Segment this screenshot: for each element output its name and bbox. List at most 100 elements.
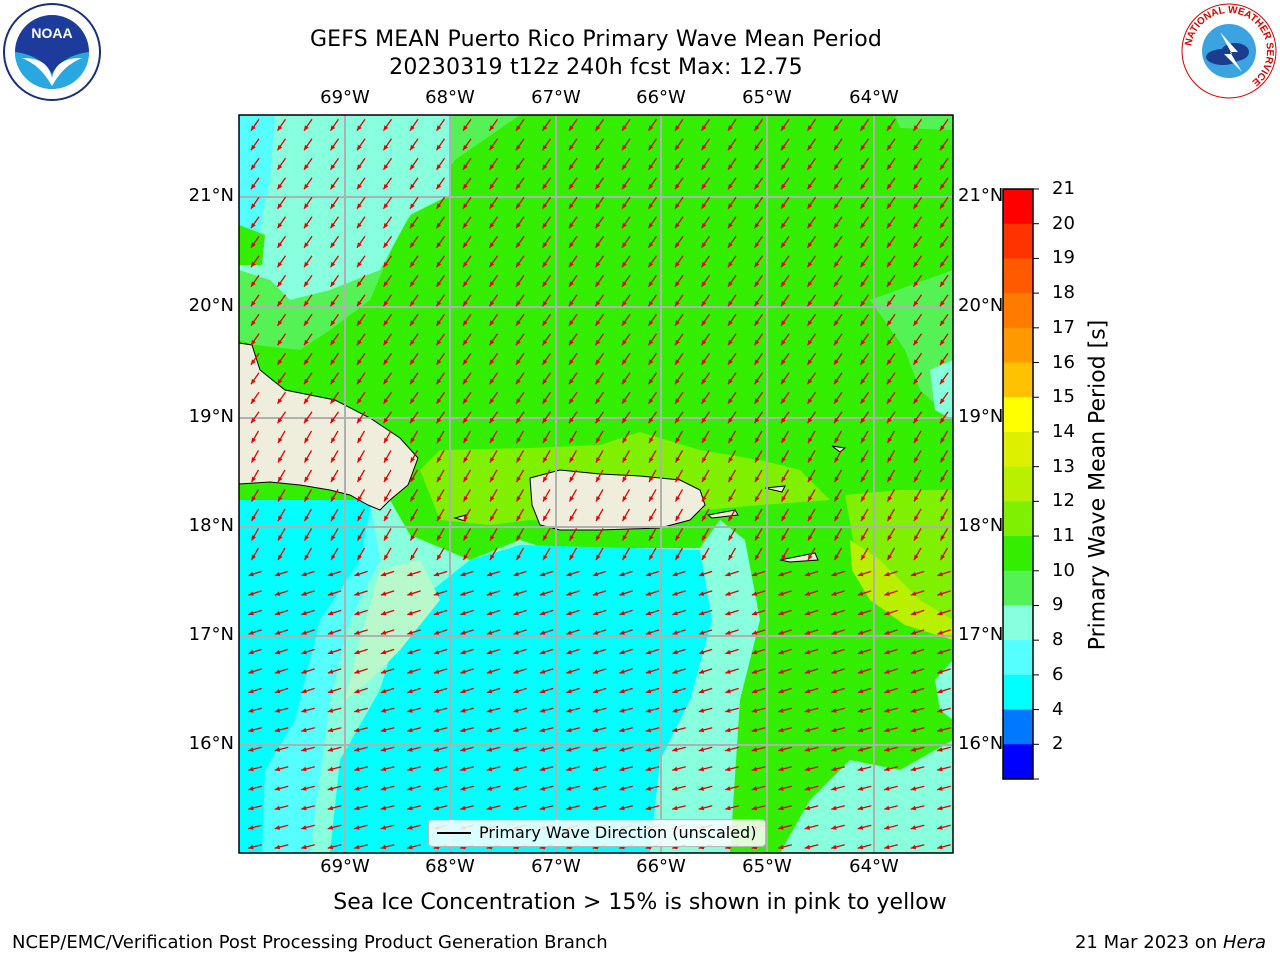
wave-arrow-head <box>380 825 387 830</box>
wave-arrow-head <box>781 457 786 463</box>
wave-arrow-head <box>277 281 283 287</box>
wave-arrow-head <box>513 786 519 791</box>
wave-arrow-head <box>910 688 917 694</box>
wave-arrow-head <box>884 844 890 850</box>
wave-arrow-head <box>937 766 943 772</box>
wave-arrow-head <box>354 591 360 596</box>
wave-arrow-head <box>833 300 839 307</box>
wave-arrow-head <box>568 300 574 307</box>
wave-arrow-head <box>489 183 495 190</box>
wave-arrow-head <box>463 437 468 444</box>
wave-arrow-head <box>751 610 758 616</box>
wave-arrow-head <box>648 125 654 131</box>
wave-arrow-head <box>910 610 917 616</box>
wave-arrow-head <box>621 281 627 287</box>
wave-arrow-head <box>568 320 574 326</box>
wave-arrow-head <box>383 261 389 268</box>
wave-arrow-head <box>674 339 680 346</box>
wave-arrow-head <box>778 571 784 577</box>
wave-arrow-head <box>645 766 652 772</box>
wave-arrow-head <box>804 571 811 577</box>
wave-arrow-head <box>648 242 654 248</box>
wave-arrow-head <box>648 339 654 346</box>
wave-arrow-head <box>356 281 362 287</box>
wave-arrow-head <box>937 805 943 811</box>
wave-arrow-head <box>251 535 256 541</box>
wave-arrow-head <box>489 261 495 268</box>
wave-arrow-head <box>595 242 601 248</box>
wave-arrow-head <box>568 125 574 131</box>
wave-arrow-head <box>831 766 837 772</box>
wave-arrow-head <box>621 378 627 385</box>
wave-arrow-head <box>251 515 256 522</box>
wave-arrow-head <box>437 535 442 541</box>
wave-arrow-head <box>648 378 654 385</box>
wave-arrow-head <box>857 688 864 694</box>
wave-arrow-head <box>568 183 574 190</box>
wave-arrow-head <box>569 457 574 463</box>
wave-arrow-head <box>648 144 654 151</box>
wave-arrow-head <box>913 203 919 209</box>
wave-arrow-head <box>407 591 413 596</box>
wave-arrow-head <box>698 649 705 655</box>
wave-arrow-head <box>539 747 546 752</box>
wave-arrow-head <box>857 825 864 830</box>
wave-arrow-head <box>808 535 813 541</box>
wave-arrow-head <box>857 649 864 655</box>
wave-arrow-head <box>645 571 652 577</box>
wave-arrow-head <box>808 554 813 561</box>
wave-arrow-head <box>383 203 389 209</box>
wave-arrow-head <box>595 164 601 170</box>
wave-arrow-head <box>778 591 784 596</box>
wave-arrow-head <box>780 125 786 131</box>
wave-arrow-head <box>330 203 336 209</box>
wave-arrow-head <box>327 708 334 713</box>
wave-arrow-head <box>248 844 254 850</box>
period-field-6-8-central <box>330 545 712 853</box>
wave-arrow-head <box>490 457 495 463</box>
wave-arrow-head <box>778 747 784 752</box>
wave-arrow-head <box>780 300 786 307</box>
wave-arrow-head <box>301 630 307 635</box>
wave-arrow-head <box>330 281 336 287</box>
wave-arrow-head <box>672 591 678 596</box>
wave-arrow-head <box>702 457 707 463</box>
wave-arrow-head <box>886 203 892 209</box>
wave-arrow-head <box>755 535 760 541</box>
wave-arrow-head <box>486 727 493 733</box>
wave-arrow-head <box>278 457 283 463</box>
wave-arrow-head <box>274 766 281 772</box>
lon-tick-bottom: 65°W <box>742 856 792 877</box>
wave-arrow-head <box>357 437 362 444</box>
wave-arrow-head <box>725 805 731 811</box>
wave-arrow-head <box>698 708 705 713</box>
wave-arrow-head <box>436 183 442 190</box>
wave-arrow-head <box>486 747 493 752</box>
wave-arrow-head <box>250 281 256 287</box>
wave-arrow-head <box>913 144 919 151</box>
wave-arrow-head <box>701 281 707 287</box>
wave-arrow-head <box>595 300 601 307</box>
wave-arrow-head <box>437 476 442 483</box>
wave-arrow-head <box>460 688 466 694</box>
wave-arrow-head <box>380 805 387 811</box>
wave-arrow-head <box>383 300 389 307</box>
wave-arrow-head <box>751 688 758 694</box>
wave-arrow-head <box>860 164 866 170</box>
wave-arrow-head <box>462 242 468 248</box>
wave-arrow-head <box>780 222 786 229</box>
wave-arrow-head <box>702 496 707 502</box>
wave-arrow-head <box>833 359 839 365</box>
wave-arrow-head <box>937 747 943 752</box>
wave-arrow-head <box>327 591 334 596</box>
lon-tick-top: 69°W <box>320 87 370 108</box>
wave-arrow-head <box>513 708 519 713</box>
wave-arrow-head <box>939 183 945 190</box>
wave-arrow-head <box>542 320 548 326</box>
wave-arrow-head <box>462 378 468 385</box>
wave-arrow-head <box>513 669 519 674</box>
wave-arrow-head <box>939 339 945 346</box>
wave-arrow-head <box>592 766 599 772</box>
wave-arrow-head <box>913 281 919 287</box>
wave-arrow-head <box>807 164 813 170</box>
